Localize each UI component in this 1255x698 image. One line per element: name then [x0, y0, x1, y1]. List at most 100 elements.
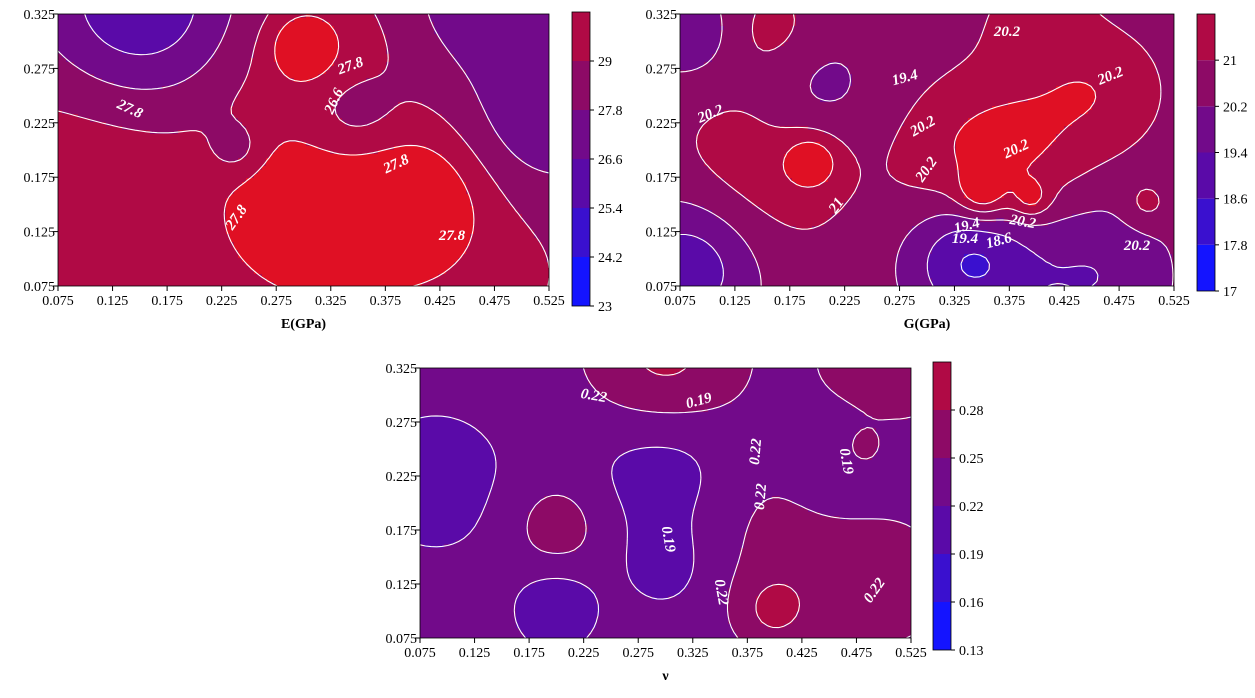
contour-cell — [266, 94, 271, 99]
contour-cell — [282, 166, 287, 171]
contour-cell — [530, 154, 535, 159]
contour-cell — [114, 154, 119, 159]
contour-cell — [326, 162, 331, 167]
contour-cell — [234, 174, 239, 179]
contour-cell — [490, 154, 495, 159]
contour-cell — [426, 158, 431, 163]
contour-cell — [426, 118, 431, 123]
contour-cell — [374, 38, 379, 43]
contour-cell — [162, 34, 167, 39]
contour-cell — [154, 174, 159, 179]
contour-cell — [474, 14, 479, 19]
contour-cell — [218, 166, 223, 171]
contour-cell — [410, 62, 415, 67]
contour-cell — [378, 66, 383, 71]
contour-cell — [162, 18, 167, 23]
contour-cell — [206, 34, 211, 39]
contour-cell — [182, 26, 187, 31]
contour-cell — [450, 86, 455, 91]
contour-cell — [526, 150, 531, 155]
contour-cell — [334, 22, 339, 27]
contour-cell — [142, 102, 147, 107]
contour-cell — [410, 82, 415, 87]
contour-cell — [186, 94, 191, 99]
contour-cell — [138, 62, 143, 67]
contour-cell — [454, 70, 459, 75]
contour-cell — [506, 106, 511, 111]
contour-cell — [190, 134, 195, 139]
contour-cell — [106, 130, 111, 135]
contour-cell — [70, 122, 75, 127]
contour-cell — [166, 66, 171, 71]
contour-cell — [194, 158, 199, 163]
contour-cell — [254, 98, 259, 103]
contour-cell — [138, 106, 143, 111]
contour-cell — [526, 74, 531, 79]
contour-cell — [230, 74, 235, 79]
contour-cell — [458, 86, 463, 91]
contour-cell — [102, 110, 107, 115]
contour-cell — [450, 70, 455, 75]
contour-cell — [94, 162, 99, 167]
contour-cell — [118, 94, 123, 99]
contour-cell — [338, 134, 343, 139]
contour-cell — [390, 118, 395, 123]
contour-cell — [394, 138, 399, 143]
contour-cell — [242, 54, 247, 59]
contour-cell — [378, 122, 383, 127]
contour-cell — [446, 118, 451, 123]
contour-cell — [426, 170, 431, 175]
contour-cell — [114, 42, 119, 47]
contour-cell — [334, 122, 339, 127]
contour-cell — [274, 126, 279, 131]
contour-cell — [266, 110, 271, 115]
contour-cell — [474, 30, 479, 35]
contour-cell — [518, 110, 523, 115]
contour-cell — [278, 174, 283, 179]
contour-cell — [454, 82, 459, 87]
contour-cell — [242, 70, 247, 75]
contour-cell — [154, 158, 159, 163]
contour-cell — [502, 70, 507, 75]
contour-cell — [294, 158, 299, 163]
contour-cell — [362, 98, 367, 103]
contour-cell — [454, 142, 459, 147]
contour-cell — [530, 158, 535, 163]
contour-cell — [82, 138, 87, 143]
contour-cell — [242, 134, 247, 139]
contour-cell — [254, 130, 259, 135]
contour-cell — [178, 154, 183, 159]
contour-cell — [74, 122, 79, 127]
contour-cell — [78, 102, 83, 107]
contour-cell — [58, 70, 63, 75]
contour-cell — [318, 34, 323, 39]
contour-cell — [482, 106, 487, 111]
contour-cell — [222, 134, 227, 139]
contour-cell — [170, 174, 175, 179]
contour-cell — [510, 138, 515, 143]
contour-cell — [282, 142, 287, 147]
contour-cell — [78, 58, 83, 63]
contour-cell — [366, 102, 371, 107]
contour-cell — [142, 42, 147, 47]
contour-cell — [534, 14, 539, 19]
contour-cell — [530, 170, 535, 175]
contour-cell — [134, 30, 139, 35]
contour-cell — [358, 174, 363, 179]
contour-cell — [506, 98, 511, 103]
contour-cell — [470, 102, 475, 107]
contour-cell — [322, 158, 327, 163]
contour-cell — [294, 162, 299, 167]
contour-cell — [546, 162, 549, 167]
contour-cell — [358, 42, 363, 47]
contour-cell — [258, 142, 263, 147]
contour-cell — [346, 14, 351, 19]
contour-cell — [266, 90, 271, 95]
contour-cell — [218, 22, 223, 27]
contour-cell — [354, 174, 359, 179]
contour-cell — [150, 98, 155, 103]
contour-cell — [470, 114, 475, 119]
contour-cell — [230, 42, 235, 47]
contour-cell — [418, 90, 423, 95]
contour-cell — [174, 54, 179, 59]
